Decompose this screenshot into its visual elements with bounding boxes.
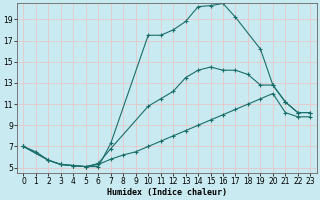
X-axis label: Humidex (Indice chaleur): Humidex (Indice chaleur)	[107, 188, 227, 197]
